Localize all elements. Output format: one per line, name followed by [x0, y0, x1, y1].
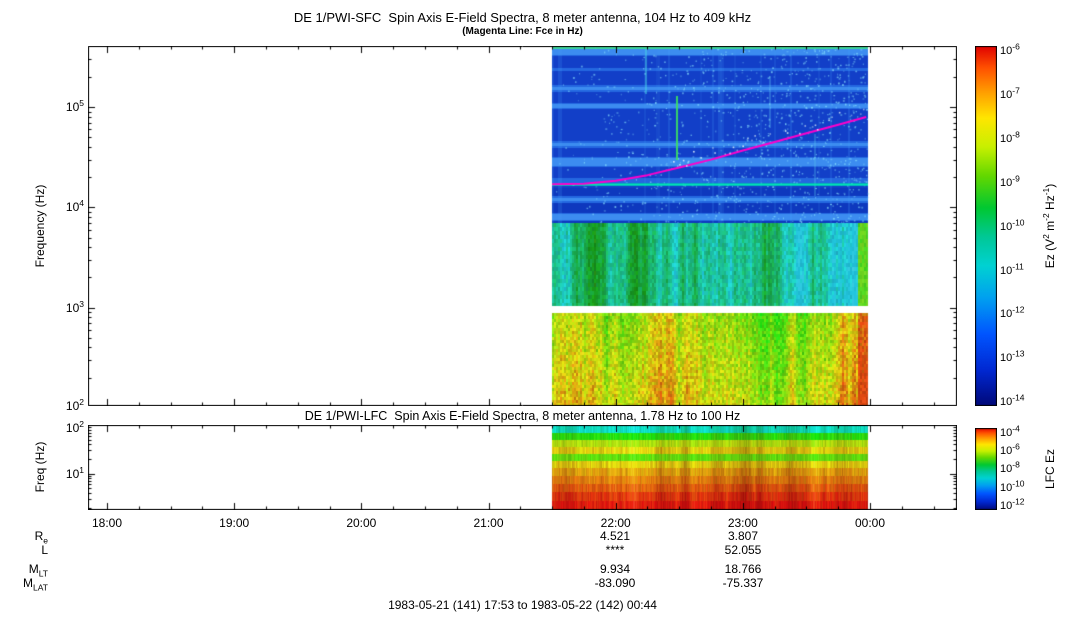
sfc-subtitle: (Magenta Line: Fce in Hz)	[462, 26, 583, 37]
sfc-colorbar-tick-label: 10-10	[1000, 216, 1025, 233]
ephemeris-row-label: Re	[34, 529, 48, 546]
lfc-colorbar-tick-label: 10-8	[1000, 459, 1020, 476]
sfc-colorbar	[975, 46, 997, 406]
ephemeris-value: 4.521	[599, 529, 631, 543]
time-tick-label: 18:00	[91, 516, 123, 530]
ephemeris-value: 52.055	[724, 543, 762, 557]
ephemeris-value: -75.337	[722, 576, 764, 590]
ephemeris-value: 9.934	[599, 562, 631, 576]
sfc-ylabel: Frequency (Hz)	[33, 184, 47, 268]
sfc-ytick-label: 105	[65, 98, 84, 114]
sfc-colorbar-tick-label: 10-6	[1000, 41, 1020, 57]
time-tick-label: 00:00	[855, 516, 886, 530]
sfc-colorbar-tick-label: 10-13	[1000, 348, 1025, 365]
sfc-ytick-label: 102	[65, 397, 84, 413]
lfc-ytick-label: 102	[65, 419, 84, 435]
lfc-spectrogram-plot	[88, 425, 957, 510]
sfc-spectrogram-plot	[88, 46, 957, 406]
time-tick-label: 22:00	[600, 516, 631, 530]
lfc-colorbar-tick-label: 10-10	[1000, 477, 1025, 494]
lfc-ytick-label: 101	[65, 465, 84, 481]
ephemeris-value: ****	[605, 543, 625, 557]
time-tick-label: 23:00	[727, 516, 758, 530]
sfc-colorbar-tick-label: 10-8	[1000, 129, 1020, 145]
lfc-colorbar-tick-label: 10-4	[1000, 423, 1020, 439]
lfc-title: DE 1/PWI-LFC Spin Axis E-Field Spectra, …	[304, 409, 741, 423]
lfc-colorbar-tick-label: 10-6	[1000, 441, 1020, 458]
ephemeris-value: 18.766	[724, 562, 762, 576]
lfc-ylabel: Freq (Hz)	[33, 441, 47, 493]
sfc-colorbar-tick-label: 10-14	[1000, 392, 1025, 409]
footer-timerange: 1983-05-21 (141) 17:53 to 1983-05-22 (14…	[388, 598, 657, 612]
sfc-ytick-label: 103	[65, 299, 84, 315]
time-tick-label: 21:00	[473, 516, 504, 530]
ephemeris-row-label: MLAT	[23, 576, 48, 593]
sfc-colorbar-tick-label: 10-11	[1000, 260, 1024, 277]
time-tick-label: 19:00	[219, 516, 250, 530]
lfc-colorbar-tick-label: 10-12	[1000, 496, 1025, 512]
ephemeris-value: 3.807	[727, 529, 759, 543]
sfc-title: DE 1/PWI-SFC Spin Axis E-Field Spectra, …	[293, 10, 752, 25]
lfc-colorbar	[975, 428, 997, 510]
ephemeris-value: -83.090	[594, 576, 636, 590]
sfc-ytick-label: 104	[65, 198, 84, 214]
sfc-colorbar-tick-label: 10-9	[1000, 173, 1020, 189]
sfc-colorbar-tick-label: 10-7	[1000, 85, 1020, 101]
lfc-colorbar-label: LFC Ez	[1043, 448, 1057, 490]
time-tick-label: 20:00	[346, 516, 377, 530]
sfc-colorbar-tick-label: 10-12	[1000, 304, 1025, 321]
ephemeris-row-label: MLT	[28, 562, 48, 579]
sfc-colorbar-label: Ez (V2 m-2 Hz-1)	[1041, 183, 1057, 269]
ephemeris-row-label: L	[41, 543, 48, 557]
